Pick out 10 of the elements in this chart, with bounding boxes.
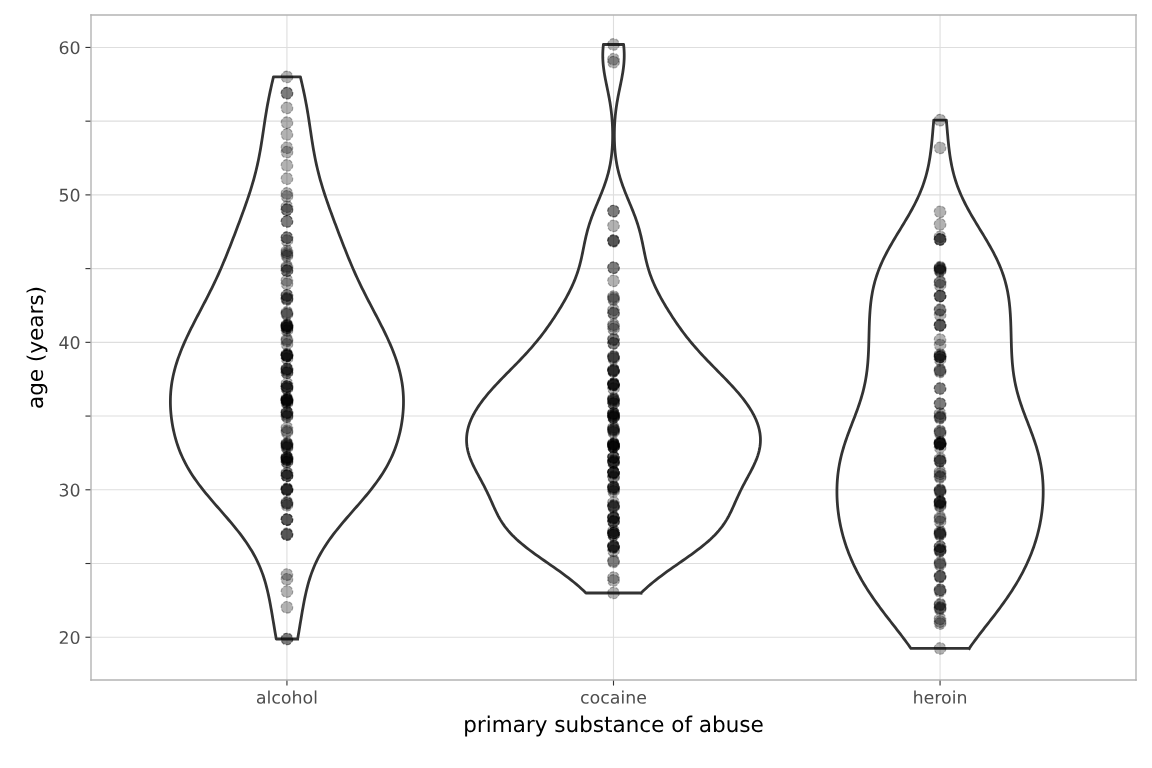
x-tick-label: cocaine: [581, 690, 646, 704]
y-axis-title: age (years): [26, 287, 48, 408]
x-tick-label: heroin: [914, 690, 967, 704]
x-axis-title: primary substance of abuse: [465, 715, 763, 737]
y-tick-label: 40: [59, 336, 80, 350]
y-tick-label: 30: [59, 483, 80, 497]
x-tick-label: alcohol: [256, 690, 317, 704]
y-tick-label: 60: [59, 41, 80, 55]
y-tick-label: 20: [59, 630, 80, 645]
y-tick-label: 50: [59, 188, 80, 202]
